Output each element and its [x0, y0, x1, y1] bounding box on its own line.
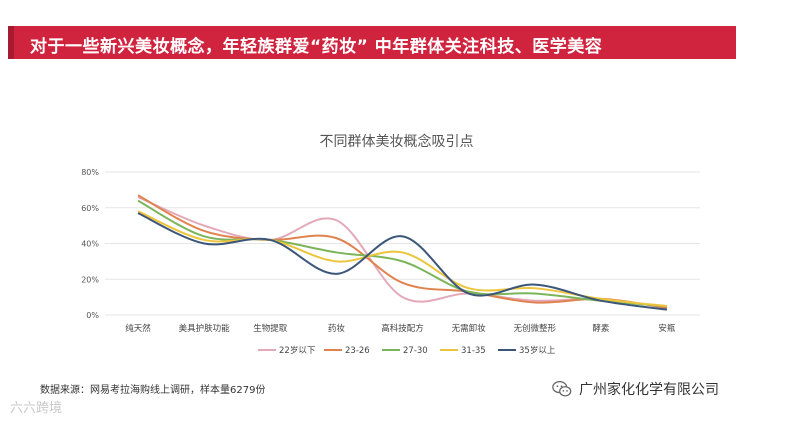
series-line [137, 194, 668, 309]
legend-label: 27-30 [403, 346, 428, 356]
legend-label: 31-35 [461, 346, 486, 356]
x-tick-label: 无创微整形 [513, 323, 556, 334]
x-tick-label: 高科技配方 [381, 323, 424, 334]
series-line [137, 199, 668, 308]
x-tick-label: 纯天然 [125, 323, 151, 334]
wechat-icon [552, 381, 572, 397]
banner-title: 对于一些新兴美妆概念，年轻族群爱“药妆” 中年群体关注科技、医学美容 [30, 37, 603, 57]
y-tick-label: 60% [81, 204, 99, 213]
x-tick-label: 酵素 [592, 323, 610, 334]
x-tick-label: 美具护肤功能 [179, 323, 231, 334]
x-tick-label: 安瓶 [658, 323, 676, 334]
series-line [137, 210, 668, 308]
wechat-account: 广州家化化学有限公司 [551, 378, 719, 400]
x-tick-label: 无需卸妆 [452, 323, 487, 334]
source-note: 数据来源：网易考拉海购线上调研，样本量6279份 [40, 385, 266, 396]
legend-label: 35岁以上 [519, 345, 556, 356]
legend-label: 22岁以下 [279, 345, 316, 356]
y-tick-label: 20% [81, 275, 99, 284]
y-tick-label: 40% [81, 240, 99, 249]
wechat-account-name: 广州家化化学有限公司 [579, 382, 719, 398]
watermark-logo: 六六跨境 [10, 401, 63, 416]
y-tick-label: 80% [81, 168, 99, 177]
header-banner: 对于一些新兴美妆概念，年轻族群爱“药妆” 中年群体关注科技、医学美容 [8, 26, 736, 59]
chart-title: 不同群体美妆概念吸引点 [319, 134, 474, 150]
x-tick-label: 药妆 [328, 323, 346, 334]
legend-label: 23-26 [345, 346, 370, 356]
y-tick-label: 0% [86, 311, 99, 320]
x-tick-label: 生物提取 [253, 323, 288, 334]
series-line [137, 212, 668, 311]
